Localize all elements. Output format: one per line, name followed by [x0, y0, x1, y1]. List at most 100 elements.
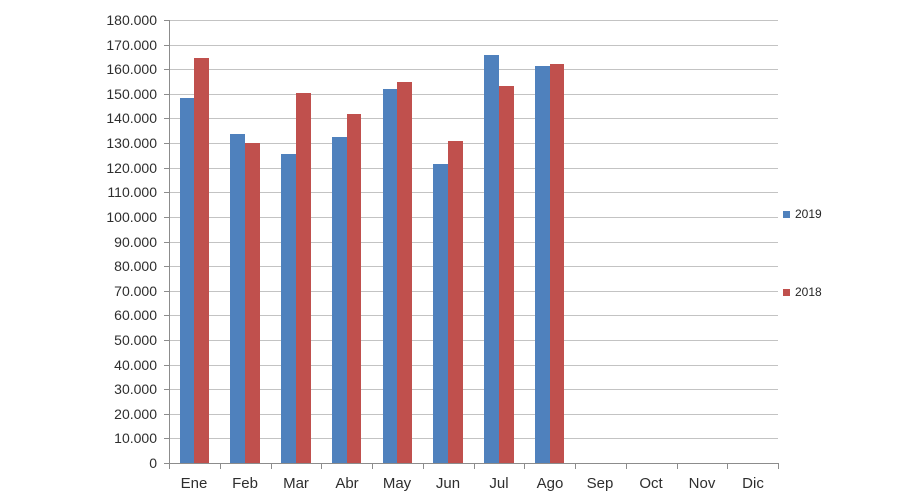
- x-axis-tick: [372, 464, 373, 469]
- y-axis-tick: [164, 20, 169, 21]
- x-axis-category-label: Ene: [180, 475, 208, 492]
- x-axis-category-label: Nov: [688, 475, 716, 492]
- y-axis-tick-label: 50.000: [114, 332, 157, 348]
- y-axis-tick-label: 10.000: [114, 430, 157, 446]
- gridline: [169, 20, 778, 21]
- y-axis-tick: [164, 168, 169, 169]
- x-axis-tick: [321, 464, 322, 469]
- x-axis-tick: [423, 464, 424, 469]
- y-axis-tick: [164, 463, 169, 464]
- y-axis-tick: [164, 45, 169, 46]
- x-axis-tick: [778, 464, 779, 469]
- bar-2019-mar: [281, 154, 296, 463]
- y-axis-tick: [164, 217, 169, 218]
- y-axis-tick-label: 170.000: [106, 37, 157, 53]
- y-axis-line: [169, 20, 170, 464]
- gridline: [169, 143, 778, 144]
- x-axis-category-label: Sep: [586, 475, 614, 492]
- gridline: [169, 291, 778, 292]
- gridline: [169, 69, 778, 70]
- y-axis-tick-label: 0: [149, 455, 157, 471]
- x-axis-category-label: Dic: [742, 475, 764, 492]
- bar-2019-may: [382, 88, 398, 463]
- gridline: [169, 266, 778, 267]
- x-axis-category-label: Jun: [435, 475, 461, 492]
- y-axis-tick: [164, 389, 169, 390]
- y-axis-tick: [164, 94, 169, 95]
- bar-2018-feb: [245, 143, 260, 463]
- y-axis-tick-label: 160.000: [106, 61, 157, 77]
- y-axis-tick-label: 30.000: [114, 381, 157, 397]
- y-axis-tick: [164, 340, 169, 341]
- legend-item-2019: 2019: [783, 207, 822, 221]
- y-axis-tick-label: 180.000: [106, 12, 157, 28]
- y-axis-tick: [164, 192, 169, 193]
- x-axis-tick: [220, 464, 221, 469]
- y-axis-tick: [164, 365, 169, 366]
- y-axis-tick: [164, 438, 169, 439]
- gridline: [169, 340, 778, 341]
- bar-2019-ene: [179, 97, 195, 463]
- bar-2018-mar: [295, 92, 311, 463]
- legend-marker-2018: [783, 288, 790, 296]
- legend-label-2018: 2018: [795, 285, 822, 299]
- y-axis-tick-label: 70.000: [114, 283, 157, 299]
- x-axis-category-label: Jul: [489, 475, 509, 492]
- x-axis-tick: [626, 464, 627, 469]
- x-axis-category-label: Oct: [639, 475, 663, 492]
- y-axis-tick-label: 60.000: [114, 307, 157, 323]
- x-axis-tick: [524, 464, 525, 469]
- x-axis-line: [169, 463, 779, 464]
- gridline: [169, 45, 778, 46]
- y-axis-tick-label: 90.000: [114, 234, 157, 250]
- x-axis-tick: [727, 464, 728, 469]
- y-axis-tick: [164, 143, 169, 144]
- gridline: [169, 389, 778, 390]
- gridline: [169, 118, 778, 119]
- x-axis-tick: [271, 464, 272, 469]
- x-axis-category-label: Feb: [232, 475, 258, 492]
- y-axis-tick-label: 150.000: [106, 86, 157, 102]
- bar-2019-ago: [534, 65, 550, 463]
- legend-marker-2019: [783, 210, 790, 218]
- gridline: [169, 315, 778, 316]
- x-axis-category-label: Abr: [335, 475, 359, 492]
- x-axis-tick: [169, 464, 170, 469]
- y-axis-tick-label: 80.000: [114, 258, 157, 274]
- bar-2019-jun: [433, 164, 449, 463]
- gridline: [169, 168, 778, 169]
- bar-2019-jul: [484, 54, 499, 463]
- x-axis-category-label: Mar: [283, 475, 309, 492]
- bar-2018-ago: [549, 64, 565, 463]
- x-axis-category-label: May: [382, 475, 412, 492]
- legend-item-2018: 2018: [783, 285, 822, 299]
- y-axis-tick-label: 20.000: [114, 406, 157, 422]
- y-axis-tick-label: 40.000: [114, 357, 157, 373]
- y-axis-tick-label: 110.000: [107, 184, 157, 200]
- bar-2018-abr: [346, 113, 362, 463]
- bar-2019-feb: [230, 134, 246, 463]
- x-axis-tick: [575, 464, 576, 469]
- gridline: [169, 192, 778, 193]
- y-axis-tick: [164, 315, 169, 316]
- y-axis-tick: [164, 414, 169, 415]
- bar-2018-jun: [448, 140, 463, 463]
- legend-label-2019: 2019: [795, 207, 822, 221]
- bar-2018-jul: [498, 86, 514, 463]
- y-axis-tick-label: 100.000: [106, 209, 157, 225]
- gridline: [169, 414, 778, 415]
- y-axis-tick: [164, 291, 169, 292]
- x-axis-tick: [677, 464, 678, 469]
- y-axis-tick-label: 140.000: [106, 110, 157, 126]
- y-axis-tick: [164, 118, 169, 119]
- gridline: [169, 217, 778, 218]
- gridline: [169, 94, 778, 95]
- y-axis-tick-label: 120.000: [106, 160, 157, 176]
- y-axis-tick: [164, 266, 169, 267]
- x-axis-category-label: Ago: [536, 475, 564, 492]
- bar-2019-abr: [331, 136, 347, 463]
- y-axis-tick: [164, 242, 169, 243]
- gridline: [169, 242, 778, 243]
